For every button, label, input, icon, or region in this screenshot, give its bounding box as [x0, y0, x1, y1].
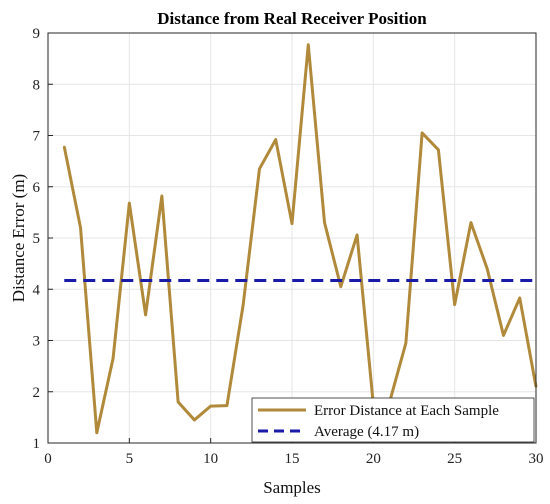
y-tick-label: 6	[33, 180, 41, 196]
x-tick-label: 15	[285, 451, 300, 467]
y-axis-label: Distance Error (m)	[9, 174, 28, 302]
error-distance-point	[404, 341, 408, 345]
y-tick-label: 8	[33, 77, 41, 93]
x-tick-label: 30	[529, 451, 544, 467]
y-tick-label: 9	[33, 26, 41, 42]
error-distance-point	[95, 431, 99, 434]
y-tick-label: 3	[33, 334, 41, 350]
legend-label-average: Average (4.17 m)	[314, 424, 419, 440]
error-distance-point	[323, 221, 326, 224]
y-tick-label: 5	[33, 231, 41, 247]
error-distance-point	[420, 131, 424, 135]
error-distance-point	[437, 148, 440, 152]
error-distance-point	[502, 334, 505, 337]
error-distance-point	[128, 201, 131, 205]
error-distance-point	[225, 404, 229, 407]
error-distance-point	[242, 303, 245, 306]
legend-label-error: Error Distance at Each Sample	[314, 403, 499, 419]
error-distance-point	[274, 138, 277, 141]
error-distance-point	[160, 194, 164, 198]
error-distance-point	[518, 296, 521, 300]
error-distance-point	[486, 267, 489, 270]
error-distance-point	[176, 400, 180, 404]
legend: Error Distance at Each Sample Average (4…	[251, 397, 535, 443]
x-axis-ticks: 0 5 10 15 20 25 30	[44, 438, 544, 467]
x-axis-label: Samples	[263, 478, 321, 497]
error-distance-point	[355, 233, 359, 237]
y-axis-ticks: 1 2 3 4 5 6 7 8 9	[33, 26, 53, 452]
legend-box	[251, 397, 535, 443]
x-tick-label: 10	[203, 451, 218, 467]
error-distance-point	[290, 222, 294, 225]
y-tick-label: 4	[33, 282, 41, 298]
y-tick-label: 1	[33, 436, 41, 452]
error-distance-point	[258, 167, 261, 171]
series-layer	[62, 43, 538, 435]
x-tick-label: 5	[126, 451, 134, 467]
error-distance-point	[307, 43, 310, 46]
error-distance-point	[193, 418, 196, 422]
error-distance-point	[209, 404, 212, 408]
error-distance-point	[63, 145, 66, 148]
error-distance-point	[79, 226, 82, 229]
y-tick-label: 7	[33, 129, 41, 145]
error-distance-line	[62, 43, 538, 435]
x-tick-label: 20	[366, 451, 381, 467]
plot-frame	[47, 32, 537, 444]
x-tick-label: 25	[447, 451, 462, 467]
chart-title: Distance from Real Receiver Position	[157, 9, 427, 28]
error-distance-point	[453, 303, 456, 306]
error-distance-point	[339, 285, 342, 288]
error-distance-point	[111, 357, 115, 360]
error-distance-point	[144, 313, 147, 317]
x-tick-label: 0	[44, 451, 52, 467]
y-tick-label: 2	[33, 385, 41, 401]
error-distance-point	[469, 221, 473, 224]
